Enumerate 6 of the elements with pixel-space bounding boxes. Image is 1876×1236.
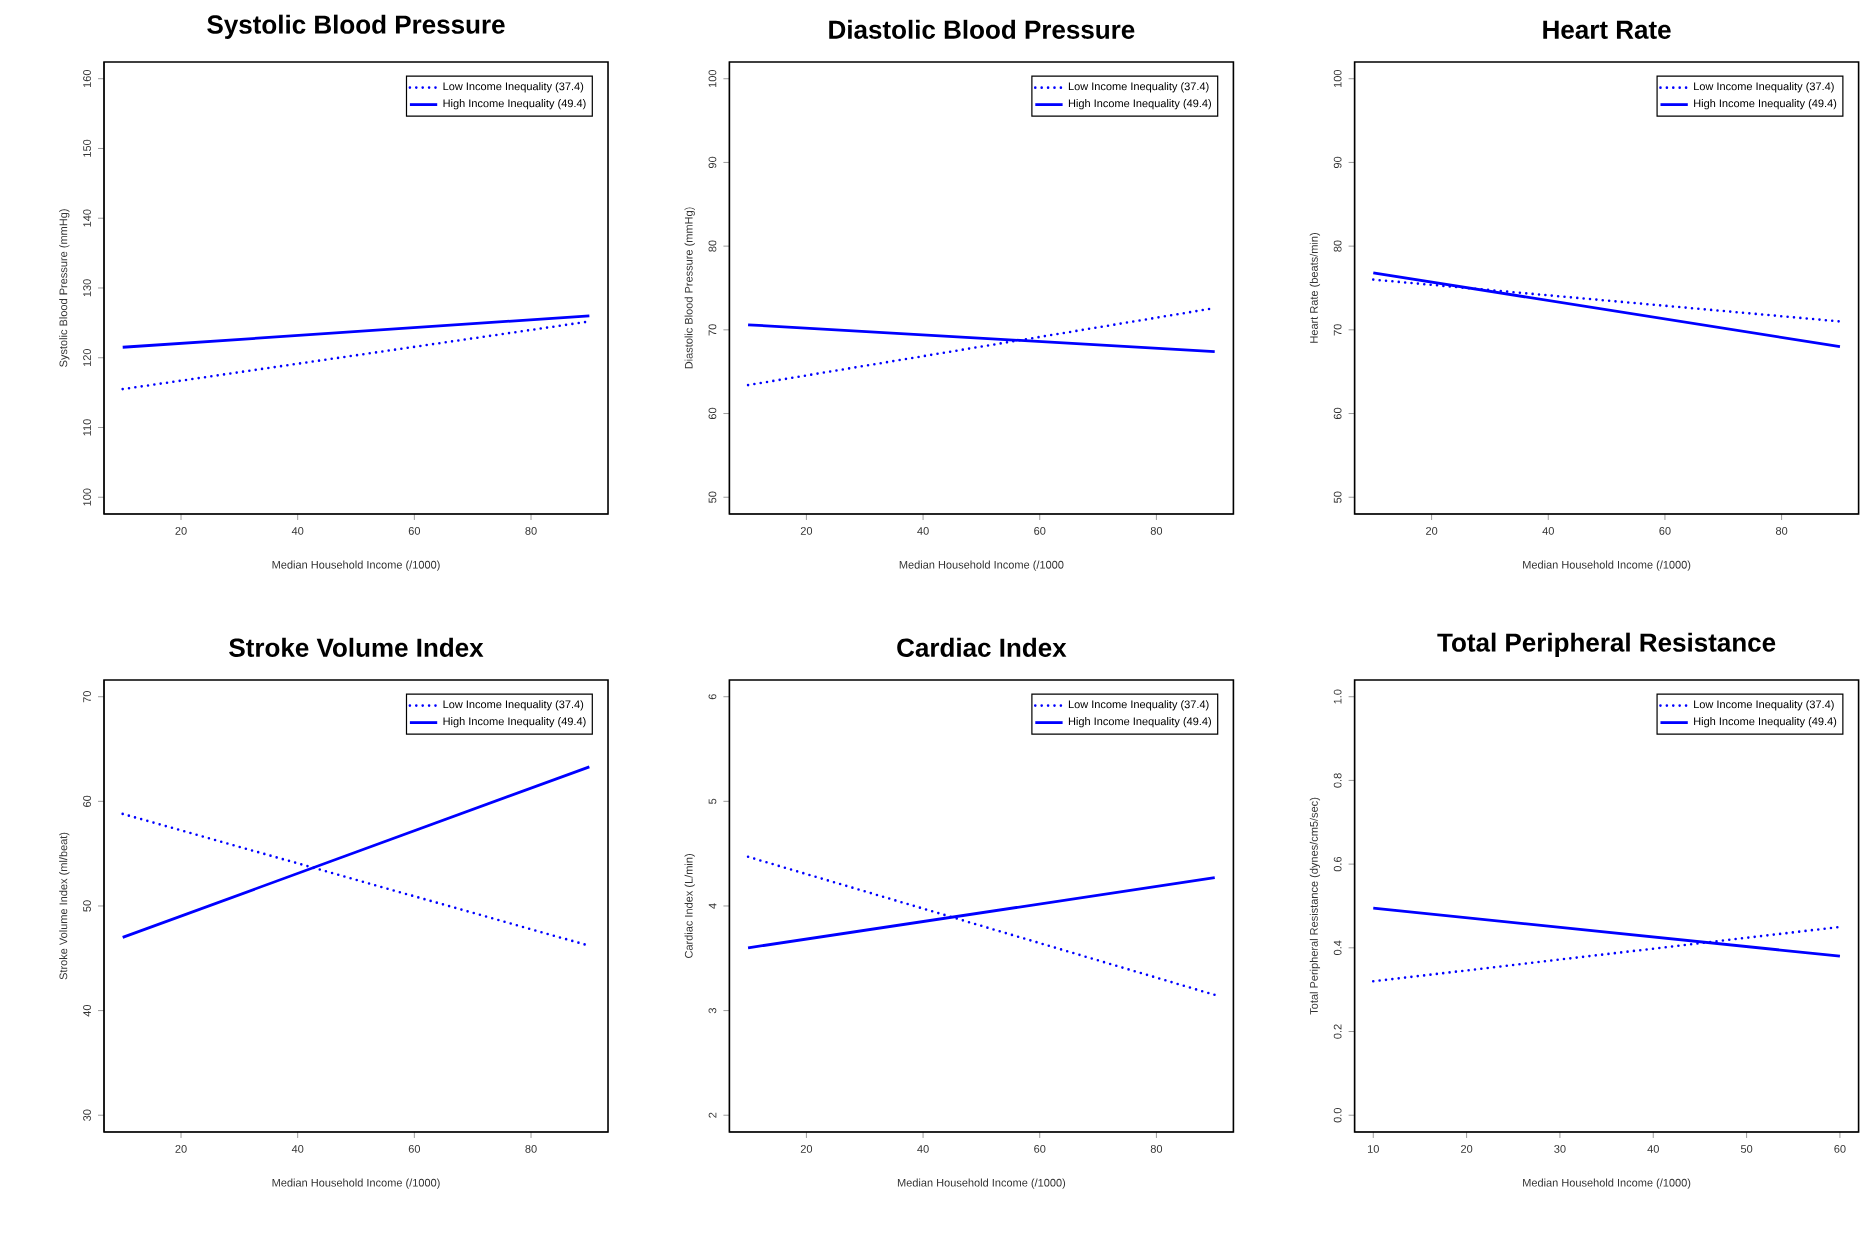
chart-title: Cardiac Index [897,637,1067,657]
chart-title: Diastolic Blood Pressure [829,19,1135,39]
chart-title: Systolic Blood Pressure [207,14,505,39]
chart-title: Heart Rate [1543,20,1671,39]
chart-title: Stroke Volume Index [229,637,484,657]
chart-title: Total Peripheral Resistance [1437,632,1776,657]
